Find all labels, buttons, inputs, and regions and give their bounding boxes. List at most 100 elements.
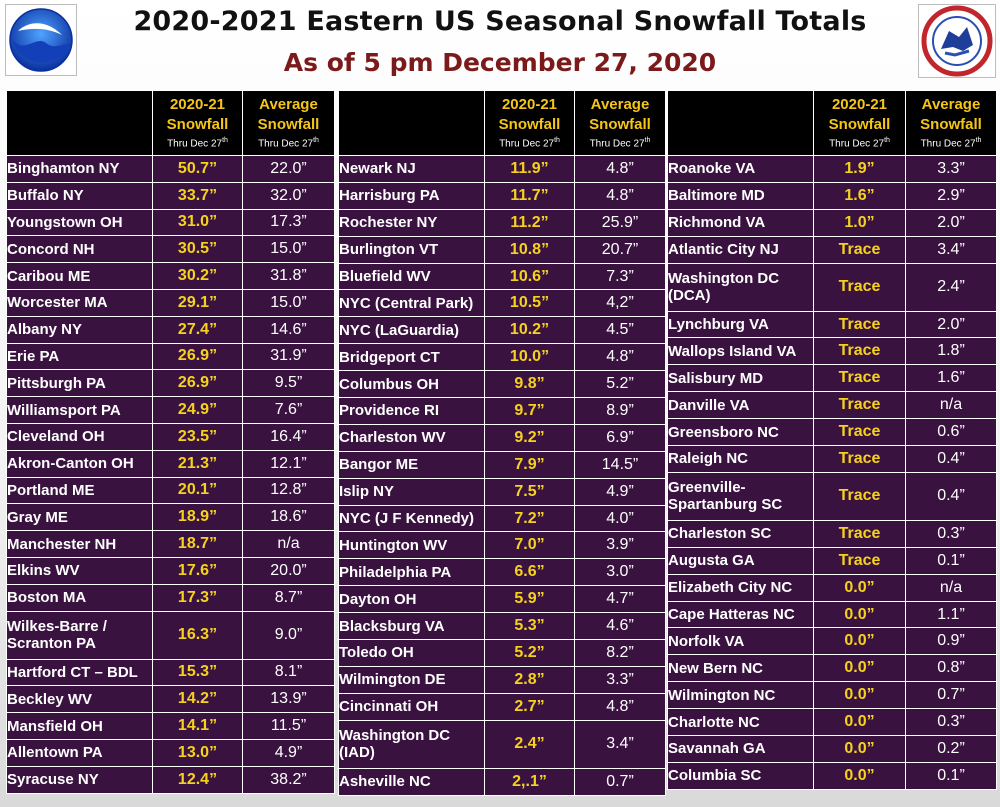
table-row: Worcester MA 29.1” 15.0” <box>6 288 335 317</box>
snowfall-value: Trace <box>813 471 906 521</box>
snowfall-table-2: 2020-21 Snowfall Thru Dec 27th Average Snowf… <box>338 90 666 796</box>
nws-logo-icon <box>921 5 993 77</box>
table-row: Gray ME 18.9” 18.6” <box>6 503 335 532</box>
snowfall-value: 0.0” <box>813 627 906 656</box>
average-value: 0.1” <box>905 546 997 575</box>
snowfall-value: Trace <box>813 418 906 447</box>
snowfall-column-header-date-range: Thru Dec 27th <box>154 135 242 150</box>
snowfall-value: 21.3” <box>152 449 243 478</box>
average-column-header: Average Snowfall Thru Dec 27th <box>574 90 666 156</box>
city-column-header <box>338 90 485 156</box>
table-row: Elizabeth City NC 0.0” n/a <box>667 573 997 602</box>
city-cell: New Bern NC <box>667 654 814 683</box>
city-cell: Cleveland OH <box>6 422 153 451</box>
snowfall-value: 5.9” <box>484 585 575 614</box>
average-value: 0.8” <box>905 654 997 683</box>
snowfall-value: 10.6” <box>484 262 575 291</box>
snowfall-column-header-date-range: Thru Dec 27th <box>815 135 905 150</box>
city-cell: Toledo OH <box>338 639 485 667</box>
snowfall-value: Trace <box>813 262 906 312</box>
city-cell: Syracuse NY <box>6 765 153 794</box>
average-value: 1.1” <box>905 600 997 629</box>
average-value: 9.0” <box>242 610 335 660</box>
average-value: 4.8” <box>574 181 666 210</box>
average-value: 4.8” <box>574 692 666 721</box>
average-value: 8.9” <box>574 397 666 425</box>
noaa-logo <box>5 4 77 76</box>
table-row: Baltimore MD 1.6” 2.9” <box>667 181 997 210</box>
average-value: 9.5” <box>242 369 335 398</box>
city-cell: Mansfield OH <box>6 712 153 740</box>
snowfall-column-header-line1: 2020-21 <box>501 96 558 114</box>
snowfall-value: 26.9” <box>152 342 243 371</box>
snowfall-value: Trace <box>813 445 906 473</box>
city-cell: Greensboro NC <box>667 418 814 447</box>
snowfall-table-1: 2020-21 Snowfall Thru Dec 27th Average Snowf… <box>6 90 335 794</box>
city-cell: Cape Hatteras NC <box>667 600 814 629</box>
average-value: 3.4” <box>574 719 666 769</box>
average-value: 5.2” <box>574 370 666 399</box>
city-cell: Providence RI <box>338 397 485 425</box>
page-title: 2020-2021 Eastern US Seasonal Snowfall T… <box>133 6 867 37</box>
city-cell: Augusta GA <box>667 546 814 575</box>
average-value: 1.8” <box>905 337 997 366</box>
snowfall-value: 0.0” <box>813 573 906 602</box>
snowfall-value: Trace <box>813 546 906 575</box>
table-row: Salisbury MD Trace 1.6” <box>667 364 997 393</box>
date-ordinal-suffix: th <box>644 137 651 145</box>
table-row: Lynchburg VA Trace 2.0” <box>667 310 997 339</box>
snowfall-column-header-line2: Snowfall <box>828 116 891 134</box>
snowfall-value: 33.7” <box>152 181 243 210</box>
date-range-text: Thru Dec 27 <box>920 138 976 150</box>
table-row: Washington DC (DCA) Trace 2.4” <box>667 262 997 312</box>
snowfall-value: 7.5” <box>484 477 575 506</box>
snowfall-column-header: 2020-21 Snowfall Thru Dec 27th <box>813 90 906 156</box>
snowfall-column-header: 2020-21 Snowfall Thru Dec 27th <box>152 90 243 156</box>
city-cell: Hartford CT – BDL <box>6 658 153 687</box>
average-value: 0.7” <box>905 681 997 710</box>
table-row: Norfolk VA 0.0” 0.9” <box>667 627 997 656</box>
average-value: 3.3” <box>905 155 997 183</box>
average-value: 4.9” <box>574 477 666 506</box>
table-row: NYC (Central Park) 10.5” 4,2” <box>338 289 666 318</box>
city-cell: Cincinnati OH <box>338 692 485 721</box>
city-cell: Wilmington NC <box>667 681 814 710</box>
snowfall-value: 50.7” <box>152 155 243 183</box>
snowfall-value: 0.0” <box>813 600 906 629</box>
city-cell: Asheville NC <box>338 767 485 796</box>
average-value: 0.3” <box>905 519 997 548</box>
snowfall-value: 0.0” <box>813 708 906 737</box>
city-cell: Bangor ME <box>338 450 485 479</box>
average-value: 14.5” <box>574 450 666 479</box>
average-value: 13.9” <box>242 685 335 714</box>
average-column-header-line1: Average <box>590 96 650 114</box>
average-column-header: Average Snowfall Thru Dec 27th <box>905 90 997 156</box>
average-value: 6.9” <box>574 423 666 452</box>
date-range-text: Thru Dec 27 <box>258 138 314 150</box>
snowfall-value: 9.7” <box>484 397 575 425</box>
average-value: 31.8” <box>242 262 335 290</box>
average-value: 4,2” <box>574 289 666 318</box>
table-row: Columbia SC 0.0” 0.1” <box>667 761 997 790</box>
snowfall-value: 31.0” <box>152 208 243 237</box>
table-row: Raleigh NC Trace 0.4” <box>667 445 997 473</box>
table-row: Akron-Canton OH 21.3” 12.1” <box>6 449 335 478</box>
city-cell: Elkins WV <box>6 556 153 585</box>
city-cell: NYC (LaGuardia) <box>338 316 485 345</box>
table-row: Wilkes-Barre / Scranton PA 16.3” 9.0” <box>6 610 335 660</box>
city-cell: Worcester MA <box>6 288 153 317</box>
snowfall-value: 15.3” <box>152 658 243 687</box>
average-column-header-line2: Snowfall <box>920 116 982 134</box>
average-value: 25.9” <box>574 208 666 237</box>
noaa-logo-icon <box>9 8 73 72</box>
table-row: Charlotte NC 0.0” 0.3” <box>667 708 997 737</box>
city-cell: Islip NY <box>338 477 485 506</box>
snowfall-value: 26.9” <box>152 369 243 398</box>
average-value: 11.5” <box>242 712 335 740</box>
city-column-header <box>6 90 153 156</box>
city-cell: NYC (Central Park) <box>338 289 485 318</box>
table-header-row: 2020-21 Snowfall Thru Dec 27th Average Snowf… <box>6 90 335 156</box>
table-row: Concord NH 30.5” 15.0” <box>6 235 335 264</box>
snowfall-value: 29.1” <box>152 288 243 317</box>
snowfall-value: 5.3” <box>484 612 575 641</box>
